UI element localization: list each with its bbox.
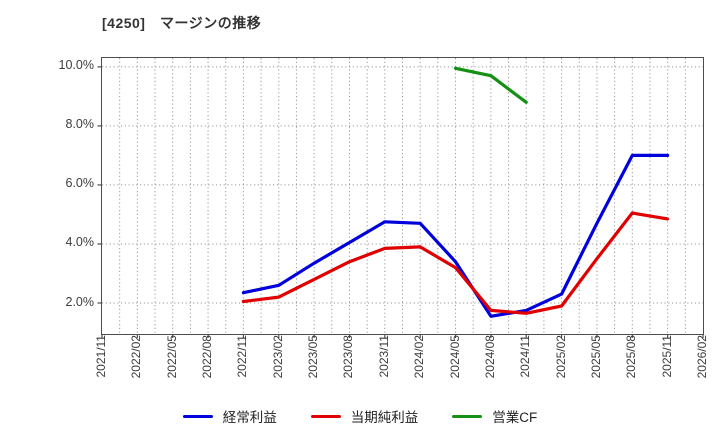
x-axis-tick-label: 2025/05 bbox=[588, 335, 603, 379]
x-axis-tick-label: 2024/05 bbox=[447, 335, 462, 379]
x-axis-tick-label: 2023/02 bbox=[270, 335, 285, 379]
x-axis-tick-label: 2025/08 bbox=[624, 335, 639, 379]
y-axis-tick-label: 2.0% bbox=[65, 294, 95, 309]
legend-line-swatch bbox=[452, 414, 483, 418]
y-axis-tick-label: 10.0% bbox=[58, 58, 94, 73]
legend-label: 経常利益 bbox=[222, 410, 277, 425]
x-axis-tick-label: 2023/05 bbox=[306, 335, 321, 379]
x-axis-tick-label: 2022/05 bbox=[164, 335, 179, 379]
x-axis-tick-label: 2026/02 bbox=[695, 335, 709, 379]
plot-canvas bbox=[97, 58, 704, 338]
legend-label: 営業CF bbox=[492, 410, 538, 425]
plot-area bbox=[97, 57, 704, 338]
x-axis-tick-label: 2025/11 bbox=[659, 335, 674, 378]
x-axis-tick-label: 2023/08 bbox=[341, 335, 356, 379]
x-axis-tick-label: 2025/02 bbox=[553, 335, 568, 379]
legend-item-営業CF: 営業CF bbox=[452, 406, 537, 426]
legend-line-swatch bbox=[310, 414, 341, 418]
x-axis-tick-label: 2024/08 bbox=[482, 335, 497, 379]
x-axis-tick-label: 2022/08 bbox=[200, 335, 215, 379]
legend-line-swatch bbox=[182, 414, 213, 418]
x-axis-tick-label: 2022/02 bbox=[129, 335, 144, 379]
y-axis-tick-label: 8.0% bbox=[65, 117, 95, 132]
series-line-当期純利益 bbox=[241, 211, 670, 315]
y-axis-tick-label: 4.0% bbox=[65, 235, 95, 250]
x-axis-tick-label: 2022/11 bbox=[235, 335, 250, 378]
y-axis-tick-label: 6.0% bbox=[65, 176, 95, 191]
x-axis-tick-label: 2023/11 bbox=[376, 335, 391, 378]
legend-item-当期純利益: 当期純利益 bbox=[310, 406, 419, 426]
x-axis-tick-label: 2024/02 bbox=[412, 335, 427, 379]
chart-title: [4250] マージンの推移 bbox=[102, 15, 262, 31]
x-axis-tick-label: 2021/11 bbox=[94, 335, 108, 378]
legend: 経常利益 当期純利益 営業CF bbox=[0, 406, 720, 426]
x-axis-tick-label: 2024/11 bbox=[518, 335, 533, 378]
legend-item-経常利益: 経常利益 bbox=[182, 406, 277, 426]
series-line-経常利益 bbox=[241, 153, 670, 318]
legend-label: 当期純利益 bbox=[350, 410, 419, 425]
